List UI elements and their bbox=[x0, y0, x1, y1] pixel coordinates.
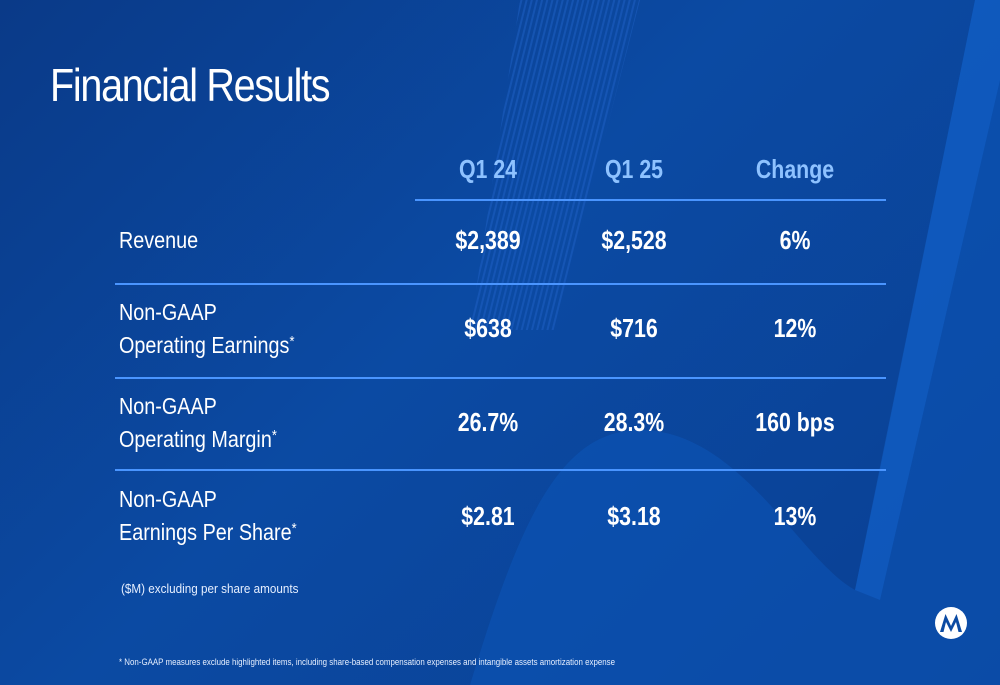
row-divider bbox=[115, 469, 886, 471]
motorola-logo-icon bbox=[935, 607, 967, 639]
footnote: * Non-GAAP measures exclude highlighted … bbox=[119, 657, 616, 667]
cell-operating-earnings-q1-24: $638 bbox=[464, 313, 512, 343]
row-label-earnings-per-share: Non-GAAP Earnings Per Share* bbox=[119, 483, 297, 549]
column-header-q1-24: Q1 24 bbox=[458, 154, 518, 184]
row-label-line1: Non-GAAP bbox=[119, 486, 217, 512]
header-divider bbox=[415, 199, 886, 201]
cell-revenue-q1-24: $2,389 bbox=[455, 225, 521, 255]
cell-operating-margin-change: 160 bps bbox=[755, 407, 835, 437]
row-label-line1: Non-GAAP bbox=[119, 299, 217, 325]
footnote-mark: * bbox=[271, 427, 277, 444]
row-label-line2: Operating Margin bbox=[119, 426, 272, 452]
cell-revenue-q1-25: $2,528 bbox=[601, 225, 667, 255]
cell-revenue-change: 6% bbox=[779, 225, 811, 255]
cell-eps-q1-24: $2.81 bbox=[461, 501, 515, 531]
cell-operating-earnings-change: 12% bbox=[773, 313, 817, 343]
footnote-mark: * bbox=[289, 333, 295, 350]
row-label-line1: Revenue bbox=[119, 227, 199, 253]
row-divider bbox=[115, 377, 886, 379]
footnote-mark: * bbox=[291, 520, 297, 537]
column-header-q1-25: Q1 25 bbox=[604, 154, 664, 184]
row-label-revenue: Revenue bbox=[119, 224, 198, 257]
page-title: Financial Results bbox=[50, 59, 331, 111]
cell-operating-margin-q1-24: 26.7% bbox=[457, 407, 519, 437]
cell-eps-change: 13% bbox=[773, 501, 817, 531]
column-header-change: Change bbox=[755, 154, 835, 184]
row-label-line1: Non-GAAP bbox=[119, 393, 217, 419]
row-label-operating-margin: Non-GAAP Operating Margin* bbox=[119, 390, 277, 456]
row-divider bbox=[115, 283, 886, 285]
row-label-line2: Earnings Per Share bbox=[119, 519, 292, 545]
row-label-line2: Operating Earnings bbox=[119, 332, 290, 358]
cell-operating-earnings-q1-25: $716 bbox=[610, 313, 658, 343]
cell-operating-margin-q1-25: 28.3% bbox=[603, 407, 665, 437]
units-note: ($M) excluding per share amounts bbox=[121, 581, 299, 596]
row-label-operating-earnings: Non-GAAP Operating Earnings* bbox=[119, 296, 294, 362]
cell-eps-q1-25: $3.18 bbox=[607, 501, 661, 531]
